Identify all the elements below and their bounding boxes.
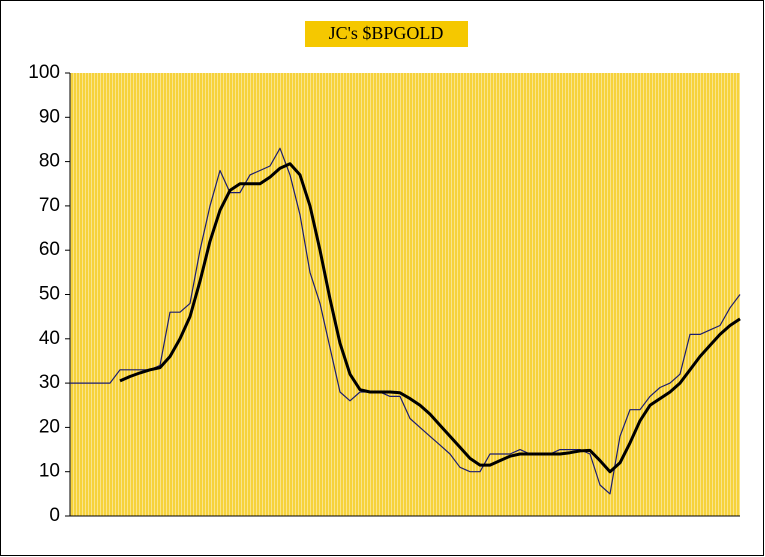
y-tick-label: 100 [28,62,60,83]
y-tick-label: 80 [39,151,60,172]
plot-grid-pattern [70,73,740,516]
data-line [119,162,741,474]
y-tick-label: 50 [39,284,60,305]
y-tick-label: 0 [49,505,60,526]
y-tick-label: 40 [39,328,60,349]
y-tick-label: 90 [39,106,60,127]
y-tick-label: 10 [39,461,60,482]
chart-title: JC's $BPGOLD [329,23,444,43]
title-box [305,21,468,47]
data-line [70,147,741,495]
y-tick-label: 20 [39,416,60,437]
y-tick-label: 70 [39,195,60,216]
y-tick-label: 60 [39,239,60,260]
y-tick-label: 30 [39,372,60,393]
